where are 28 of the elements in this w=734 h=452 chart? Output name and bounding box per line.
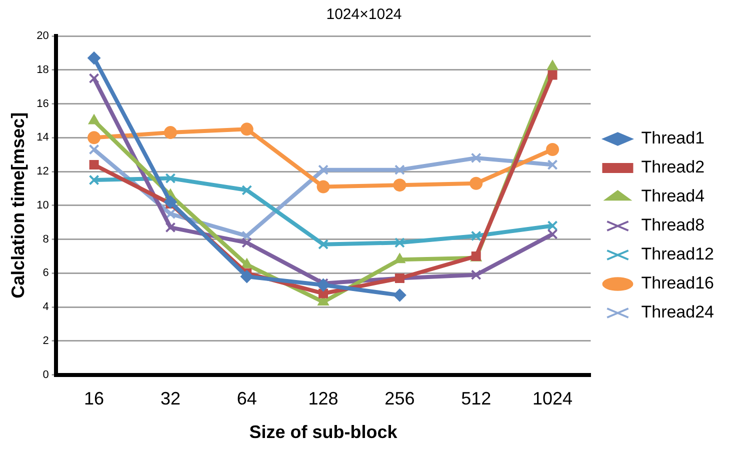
legend-label: Thread4 xyxy=(641,186,705,206)
x-tick-label: 16 xyxy=(84,388,104,409)
y-tick-label: 4 xyxy=(42,301,49,314)
legend-label: Thread16 xyxy=(641,274,714,293)
legend-label: Thread2 xyxy=(641,158,705,177)
x-tick-label: 64 xyxy=(236,388,257,409)
x-axis-title: Size of sub-block xyxy=(249,422,398,442)
x-tick-label: 128 xyxy=(308,388,338,409)
x-tick-label: 1024 xyxy=(532,388,573,409)
y-tick-label: 12 xyxy=(36,166,49,178)
x-tick-label: 32 xyxy=(160,388,180,409)
y-tick-label: 8 xyxy=(42,233,49,246)
y-tick-label: 16 xyxy=(36,98,49,110)
y-tick-label: 10 xyxy=(36,199,49,212)
y-tick-label: 20 xyxy=(36,30,49,42)
legend-label: Thread1 xyxy=(641,128,705,148)
legend-label: Thread12 xyxy=(641,244,714,264)
y-axis-title: Calclation time[msec] xyxy=(8,112,28,298)
x-tick-label: 512 xyxy=(461,388,492,409)
y-tick-label: 18 xyxy=(36,64,49,76)
legend-label: Thread8 xyxy=(641,216,705,235)
y-tick-label: 0 xyxy=(42,368,49,381)
x-tick-label: 256 xyxy=(384,388,415,409)
y-tick-label: 2 xyxy=(42,334,49,347)
chart-title: 1024×1024 xyxy=(326,6,402,24)
legend-label: Thread24 xyxy=(641,302,714,322)
y-tick-label: 14 xyxy=(36,132,49,144)
y-tick-label: 6 xyxy=(42,267,49,280)
